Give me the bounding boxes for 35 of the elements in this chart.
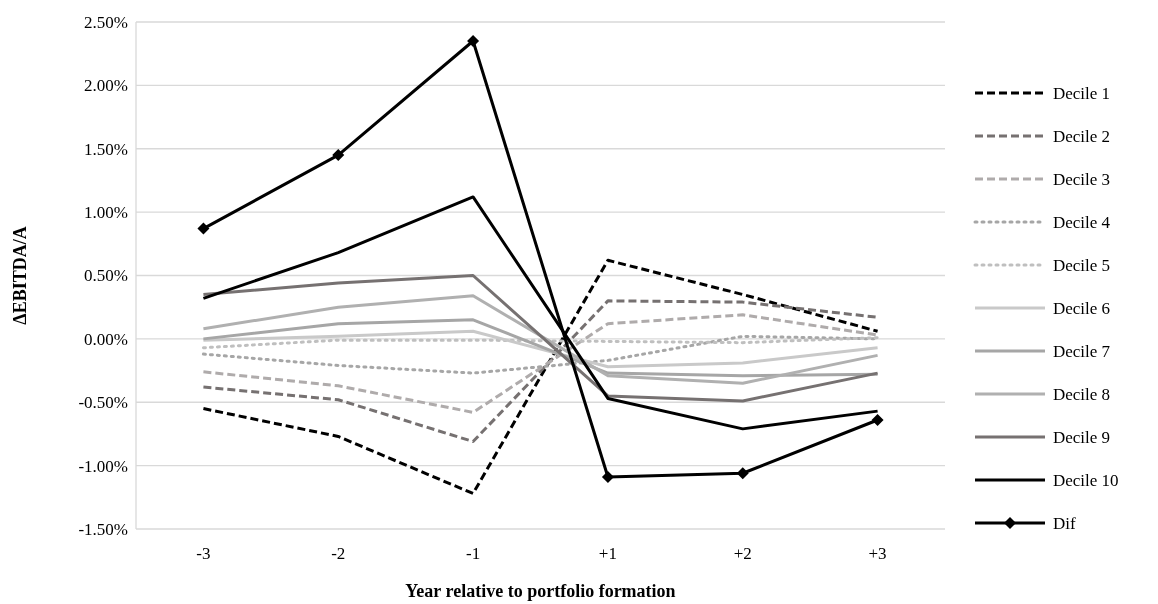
legend-label: Decile 2 [1053, 126, 1111, 146]
x-tick-label: +1 [598, 544, 617, 563]
legend-label: Dif [1053, 513, 1076, 533]
y-axis-title: ΔEBITDA/A [10, 226, 30, 325]
legend-label: Decile 4 [1053, 212, 1111, 232]
y-tick-label: 1.00% [84, 203, 128, 223]
point [332, 149, 345, 162]
y-tick-label: 2.50% [84, 12, 128, 32]
legend-label: Decile 5 [1053, 255, 1111, 275]
x-tick-label: -2 [331, 544, 346, 563]
point [467, 35, 480, 48]
legend-label: Decile 8 [1053, 384, 1111, 404]
x-axis-title: Year relative to portfolio formation [405, 581, 676, 601]
point [197, 222, 210, 235]
y-tick-label: -1.00% [78, 456, 128, 476]
y-tick-label: 2.00% [84, 76, 128, 96]
y-tick-label: 1.50% [84, 139, 128, 159]
legend-label: Decile 3 [1053, 169, 1111, 189]
y-tick-label: -0.50% [78, 393, 128, 413]
y-tick-label: -1.50% [78, 519, 128, 539]
x-tick-label: +2 [733, 544, 752, 563]
line-series [201, 329, 880, 369]
y-tick-label: 0.00% [84, 329, 128, 349]
legend-label: Decile 9 [1053, 427, 1111, 447]
x-tick-label: +3 [868, 544, 887, 563]
line-series [201, 294, 880, 385]
legend-label: Decile 1 [1053, 83, 1111, 103]
legend-label: Decile 10 [1053, 470, 1119, 490]
point [601, 471, 614, 484]
legend-label: Decile 7 [1053, 341, 1111, 361]
x-tick-label: -3 [196, 544, 211, 563]
point [871, 414, 884, 426]
legend-label: Decile 6 [1053, 298, 1111, 318]
y-tick-label: 0.50% [84, 266, 128, 286]
x-tick-label: -1 [466, 544, 481, 563]
